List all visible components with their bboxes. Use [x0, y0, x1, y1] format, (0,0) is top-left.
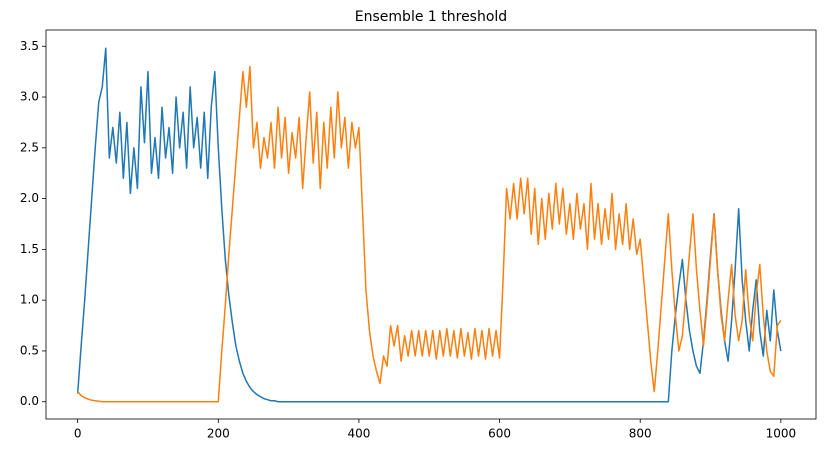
y-tick-label: 2.0	[20, 191, 39, 205]
y-tick-label: 0.5	[20, 343, 39, 357]
x-tick-label: 0	[74, 427, 82, 441]
x-tick-label: 1000	[766, 427, 797, 441]
series-line	[77, 65, 782, 403]
y-tick-label: 1.0	[20, 293, 39, 307]
y-tick-label: 1.5	[20, 242, 39, 256]
x-tick-label: 400	[347, 427, 370, 441]
y-tick-label: 3.0	[20, 90, 39, 104]
chart-title: Ensemble 1 threshold	[355, 9, 507, 25]
x-tick-label: 200	[207, 427, 230, 441]
y-tick-label: 3.5	[20, 39, 39, 53]
plot-frame	[45, 29, 817, 420]
y-tick-label: 2.5	[20, 140, 39, 154]
x-tick-label: 600	[488, 427, 511, 441]
series-line	[76, 47, 782, 403]
y-tick-label: 0.0	[20, 394, 39, 408]
x-tick-label: 800	[629, 427, 652, 441]
